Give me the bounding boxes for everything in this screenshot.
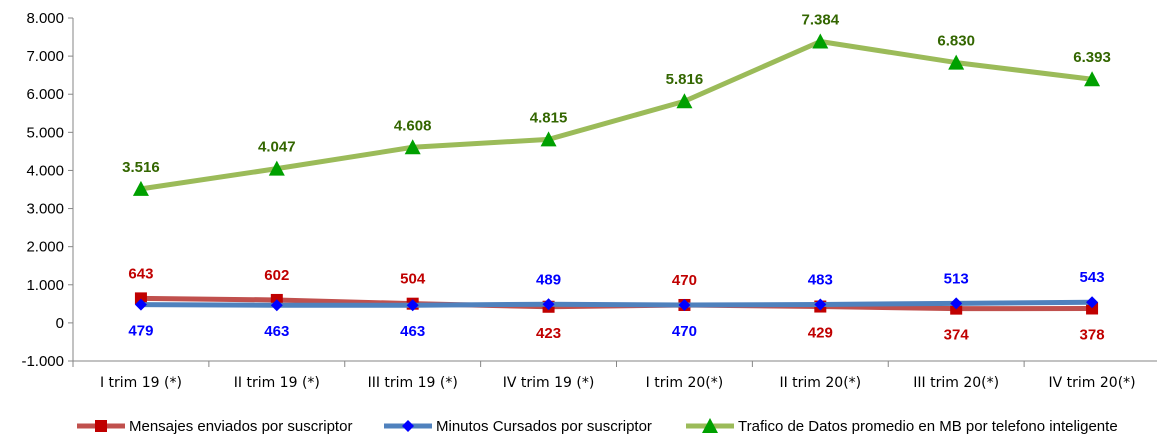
- data-label: 470: [672, 272, 697, 289]
- data-label: 4.815: [530, 109, 568, 126]
- legend-label: Minutos Cursados por suscriptor: [436, 418, 652, 435]
- data-label: 643: [128, 265, 153, 282]
- data-point-marker: [1084, 71, 1101, 87]
- x-tick-label: II trim 19 (*): [234, 375, 320, 391]
- legend-label: Trafico de Datos promedio en MB por tele…: [738, 418, 1118, 435]
- y-tick-label: 2.000: [26, 239, 64, 256]
- legend-label: Mensajes enviados por suscriptor: [129, 418, 352, 435]
- series-layer: [132, 33, 1101, 315]
- data-label: 602: [264, 267, 289, 284]
- data-point-marker: [406, 299, 419, 312]
- data-label: 423: [536, 325, 561, 342]
- legend: Mensajes enviados por suscriptor Minutos …: [77, 418, 1118, 435]
- data-point-marker: [540, 131, 557, 147]
- data-point-marker: [1086, 302, 1099, 315]
- y-tick-label: 8.000: [26, 10, 64, 27]
- y-tick-label: 1.000: [26, 277, 64, 294]
- data-point-marker: [950, 297, 963, 310]
- series-line: [140, 299, 1093, 308]
- y-tick-label: 5.000: [26, 124, 64, 141]
- data-point-marker: [132, 180, 149, 196]
- data-label: 4.608: [394, 117, 432, 134]
- series-1: [134, 296, 1099, 312]
- x-tick-label: I trim 20(*): [646, 375, 724, 391]
- data-point-marker: [814, 298, 827, 311]
- legend-item: Minutos Cursados por suscriptor: [384, 418, 652, 435]
- data-label: 6.393: [1073, 49, 1111, 66]
- y-tick-label: 0: [56, 315, 64, 332]
- data-point-marker: [404, 139, 421, 155]
- data-label: 374: [944, 327, 970, 344]
- data-label: 429: [808, 325, 833, 342]
- data-label: 5.816: [666, 71, 704, 88]
- data-label: 463: [400, 323, 425, 340]
- legend-marker: [95, 420, 107, 432]
- data-label: 543: [1080, 269, 1105, 286]
- x-tick-label: III trim 20(*): [913, 375, 999, 391]
- x-tick-label: II trim 20(*): [779, 375, 861, 391]
- data-label: 504: [400, 271, 426, 288]
- data-label: 378: [1080, 326, 1105, 343]
- data-label: 3.516: [122, 159, 160, 176]
- axes: -1.000 0 1.000 2.000 3.000 4.000 5.000 6.000 7.0…: [21, 10, 1157, 391]
- data-point-marker: [270, 299, 283, 312]
- data-point-marker: [676, 93, 693, 109]
- data-label: 463: [264, 323, 289, 340]
- data-label: 470: [672, 323, 697, 340]
- data-point-marker: [678, 298, 691, 311]
- x-tick-label: IV trim 19 (*): [503, 375, 595, 391]
- series-line: [140, 38, 1093, 192]
- x-tick-label: IV trim 20(*): [1049, 375, 1136, 391]
- legend-marker: [402, 420, 414, 432]
- legend-item: Mensajes enviados por suscriptor: [77, 418, 352, 435]
- data-point-marker: [948, 54, 965, 70]
- y-tick-label: 4.000: [26, 162, 64, 179]
- data-label: 479: [128, 323, 153, 340]
- x-tick-label: III trim 19 (*): [368, 375, 458, 391]
- y-tick-label: 3.000: [26, 201, 64, 218]
- legend-item: Trafico de Datos promedio en MB por tele…: [686, 418, 1118, 435]
- y-tick-label: 7.000: [26, 48, 64, 65]
- data-point-marker: [1086, 296, 1099, 309]
- y-tick-label: 6.000: [26, 86, 64, 103]
- data-point-marker: [268, 160, 285, 176]
- data-labels: 643 602 504 423 470 429 374 378 479 463 463 489 470 4…: [122, 11, 1111, 343]
- data-label: 489: [536, 271, 561, 288]
- data-point-marker: [134, 298, 147, 311]
- data-label: 513: [944, 270, 969, 287]
- legend-marker: [702, 418, 718, 433]
- y-tick-label: -1.000: [21, 353, 64, 370]
- data-point-marker: [542, 298, 555, 311]
- data-label: 4.047: [258, 139, 296, 156]
- data-label: 7.384: [802, 11, 840, 28]
- data-label: 483: [808, 271, 833, 288]
- data-point-marker: [812, 33, 829, 49]
- data-point-marker: [134, 292, 147, 305]
- series-2: [132, 33, 1101, 196]
- x-tick-label: I trim 19 (*): [100, 375, 182, 391]
- data-label: 6.830: [937, 33, 975, 50]
